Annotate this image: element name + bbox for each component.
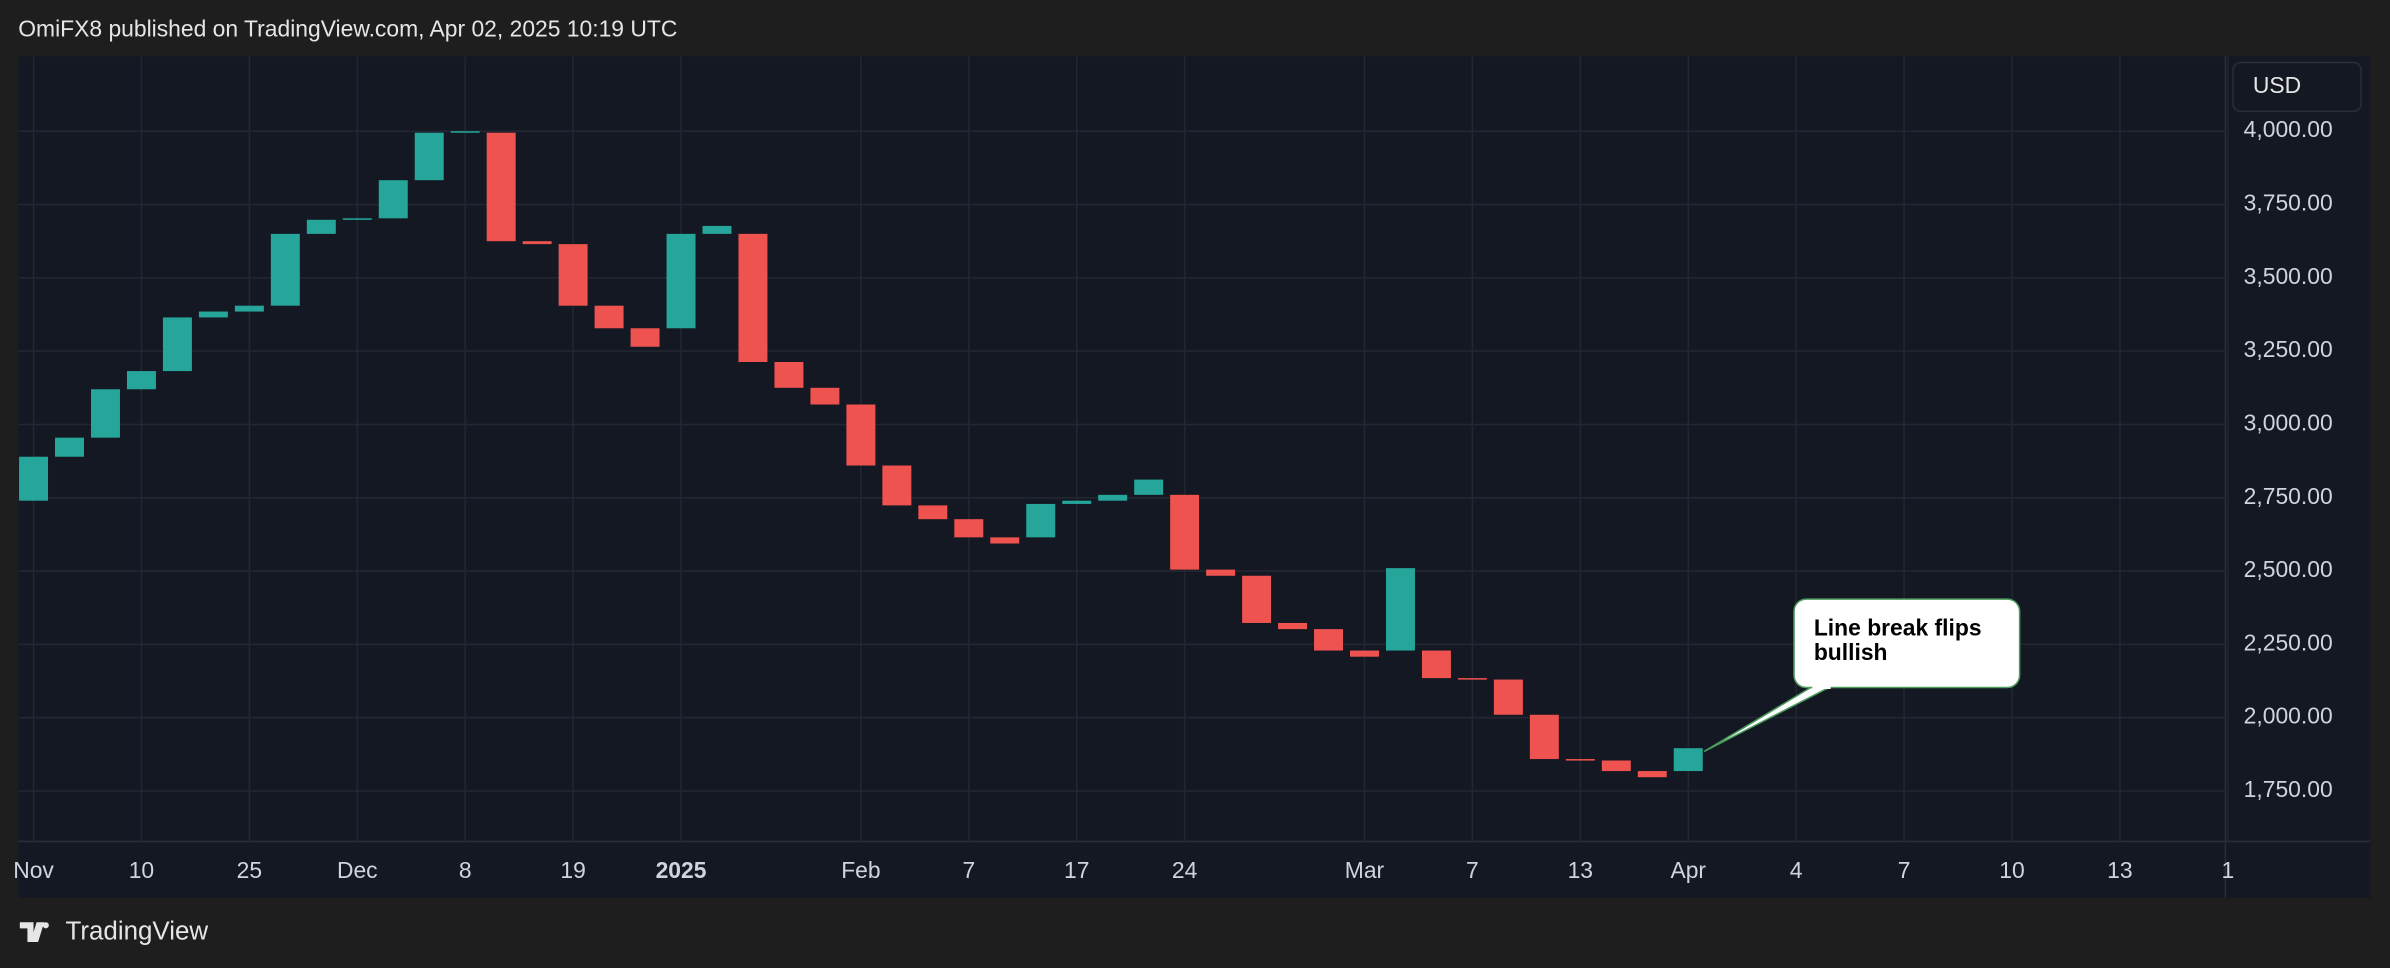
annotation: Line break flips bullish: [1813, 617, 1982, 667]
brick: [1457, 678, 1487, 680]
brick: [342, 218, 372, 220]
x-tick-label: 2025: [656, 857, 707, 883]
logo-icon: [19, 922, 49, 943]
x-tick-label: 7: [1466, 857, 1479, 883]
callout-joint: [1812, 682, 1831, 690]
brick: [234, 305, 264, 312]
x-tick-label: 1: [2221, 857, 2234, 883]
currency-box[interactable]: [2232, 61, 2362, 113]
brick: [1385, 568, 1415, 651]
x-tick-label: Mar: [1345, 857, 1385, 883]
logo: TradingView: [19, 918, 209, 946]
x-tick-label: 8: [459, 857, 472, 883]
x-tick-label: 24: [1172, 857, 1198, 883]
y-tick-label: 2,000.00: [2244, 703, 2333, 729]
brick: [19, 456, 49, 501]
brick: [1350, 650, 1379, 657]
currency-label: USD: [2253, 72, 2301, 98]
brick: [270, 233, 300, 306]
brick: [1673, 748, 1703, 772]
brick: [450, 131, 480, 133]
axis-labels: 1,750.00 2,000.00 2,250.00 2,500.00 2,750.00…: [13, 116, 2332, 883]
brick: [1206, 569, 1236, 576]
brick: [1062, 500, 1092, 504]
brick: [522, 241, 552, 245]
brick: [1098, 494, 1128, 501]
brick: [738, 233, 768, 362]
brick: [558, 244, 588, 306]
x-tick-label: 4: [1790, 857, 1803, 883]
x-tick-label: 19: [560, 857, 585, 883]
x-tick-label: Feb: [841, 857, 880, 883]
brick: [1026, 503, 1056, 538]
brick: [954, 519, 984, 538]
brick: [1493, 679, 1523, 715]
x-tick-label: 13: [1568, 857, 1593, 883]
brick: [1170, 494, 1200, 570]
x-tick-label: Dec: [337, 857, 378, 883]
x-tick-label: Nov: [13, 857, 54, 883]
brick: [1421, 650, 1451, 679]
y-tick-label: 3,250.00: [2244, 336, 2333, 362]
brick: [1134, 479, 1164, 495]
brick: [882, 465, 912, 506]
brick: [378, 180, 408, 219]
y-tick-label: 2,500.00: [2244, 556, 2333, 582]
brick: [630, 328, 660, 347]
brick: [918, 505, 948, 520]
logo-text: TradingView: [66, 918, 209, 946]
brick: [594, 305, 624, 329]
brick: [486, 132, 516, 242]
brick: [666, 233, 696, 329]
callout-box: [1793, 598, 2021, 689]
y-tick-label: 4,000.00: [2244, 116, 2333, 142]
y-tick-label: 1,750.00: [2244, 776, 2333, 802]
x-tick-label: 13: [2107, 857, 2132, 883]
y-tick-label: 3,750.00: [2244, 190, 2333, 216]
brick: [1529, 714, 1559, 760]
bricks: [19, 131, 1703, 778]
chart-panel: [18, 56, 2371, 898]
brick: [774, 361, 804, 388]
x-tick-label: 10: [1999, 857, 2024, 883]
y-tick-label: 3,000.00: [2244, 409, 2333, 435]
x-tick-label: 7: [1898, 857, 1911, 883]
x-tick-label: 17: [1064, 857, 1089, 883]
x-tick-label: 10: [129, 857, 154, 883]
brick: [90, 389, 120, 438]
brick: [198, 311, 228, 318]
brick: [1637, 771, 1667, 778]
brick: [126, 371, 156, 390]
y-tick-label: 2,250.00: [2244, 629, 2333, 655]
brick: [1565, 759, 1595, 761]
grid: [18, 56, 2229, 842]
brick: [810, 387, 840, 405]
brick: [55, 437, 84, 457]
brick: [162, 317, 192, 372]
brick: [702, 225, 732, 234]
brick: [1601, 760, 1631, 772]
y-tick-label: 2,750.00: [2244, 483, 2333, 509]
x-tick-label: Apr: [1670, 857, 1706, 883]
brick: [1242, 575, 1272, 623]
brick: [414, 132, 444, 181]
x-tick-label: 7: [962, 857, 975, 883]
brick: [846, 404, 876, 466]
header: OmiFX8 published on TradingView.com, Apr…: [18, 16, 677, 42]
x-tick-label: 25: [237, 857, 262, 883]
brick: [1278, 622, 1308, 630]
y-tick-label: 3,500.00: [2244, 263, 2333, 289]
brick: [1314, 629, 1344, 651]
callout: Line break flips bullish: [1813, 617, 1982, 667]
brick: [306, 219, 336, 234]
brick: [990, 537, 1020, 544]
